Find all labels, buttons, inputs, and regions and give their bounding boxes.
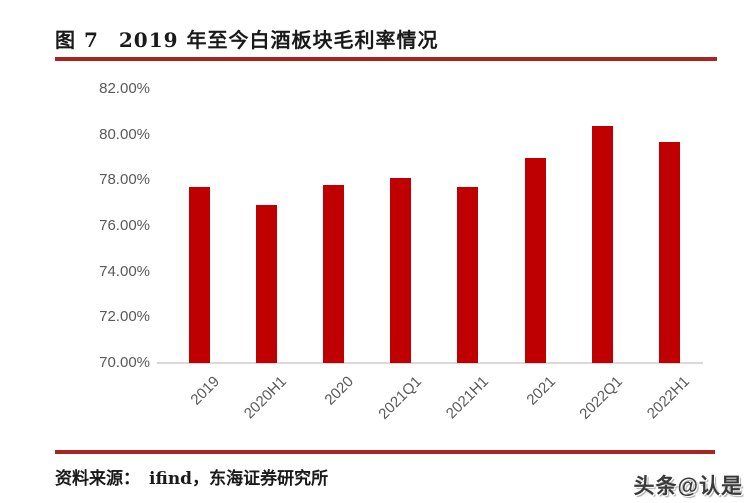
bar-2020 [322,184,344,363]
bar-2021H1 [457,187,479,363]
y-tick-label: 78.00% [99,171,150,189]
y-tick-label: 70.00% [99,354,150,371]
source-label: 资料来源： [55,469,140,489]
x-tick-label: 2022H1 [644,373,694,423]
footer-divider [55,450,715,454]
x-axis-line [157,362,703,364]
figure-header: 图 7 2019 年至今白酒板块毛利率情况 [55,24,717,53]
x-tick-label: 2021Q1 [374,373,425,423]
title-divider [55,57,717,61]
x-tick-label: 2021 [523,373,560,409]
y-tick-label: 72.00% [99,308,150,326]
watermark: 头条@认是 [633,475,743,498]
figure-label: 图 7 [55,28,99,52]
x-tick-label: 2022Q1 [576,373,627,423]
figure-title: 2019 年至今白酒板块毛利率情况 [118,28,439,52]
x-tick-label: 2020H1 [241,373,291,423]
bar-2022Q1 [591,125,613,363]
bar-2021 [524,157,546,363]
bar-2022H1 [658,141,680,363]
bar-2019 [188,187,210,363]
y-tick-label: 82.00% [99,80,150,97]
x-tick-label: 2020 [321,373,358,409]
source-value: ifind，东海证券研究所 [149,469,329,489]
y-tick-label: 80.00% [99,125,150,143]
bar-2021Q1 [390,178,412,363]
y-tick-label: 74.00% [99,262,150,280]
bar-2020H1 [255,205,277,363]
y-tick-label: 76.00% [99,217,150,234]
x-tick-label: 2021H1 [442,373,492,423]
source-line: 资料来源： ifind，东海证券研究所 [55,464,328,489]
x-tick-label: 2019 [187,373,224,409]
